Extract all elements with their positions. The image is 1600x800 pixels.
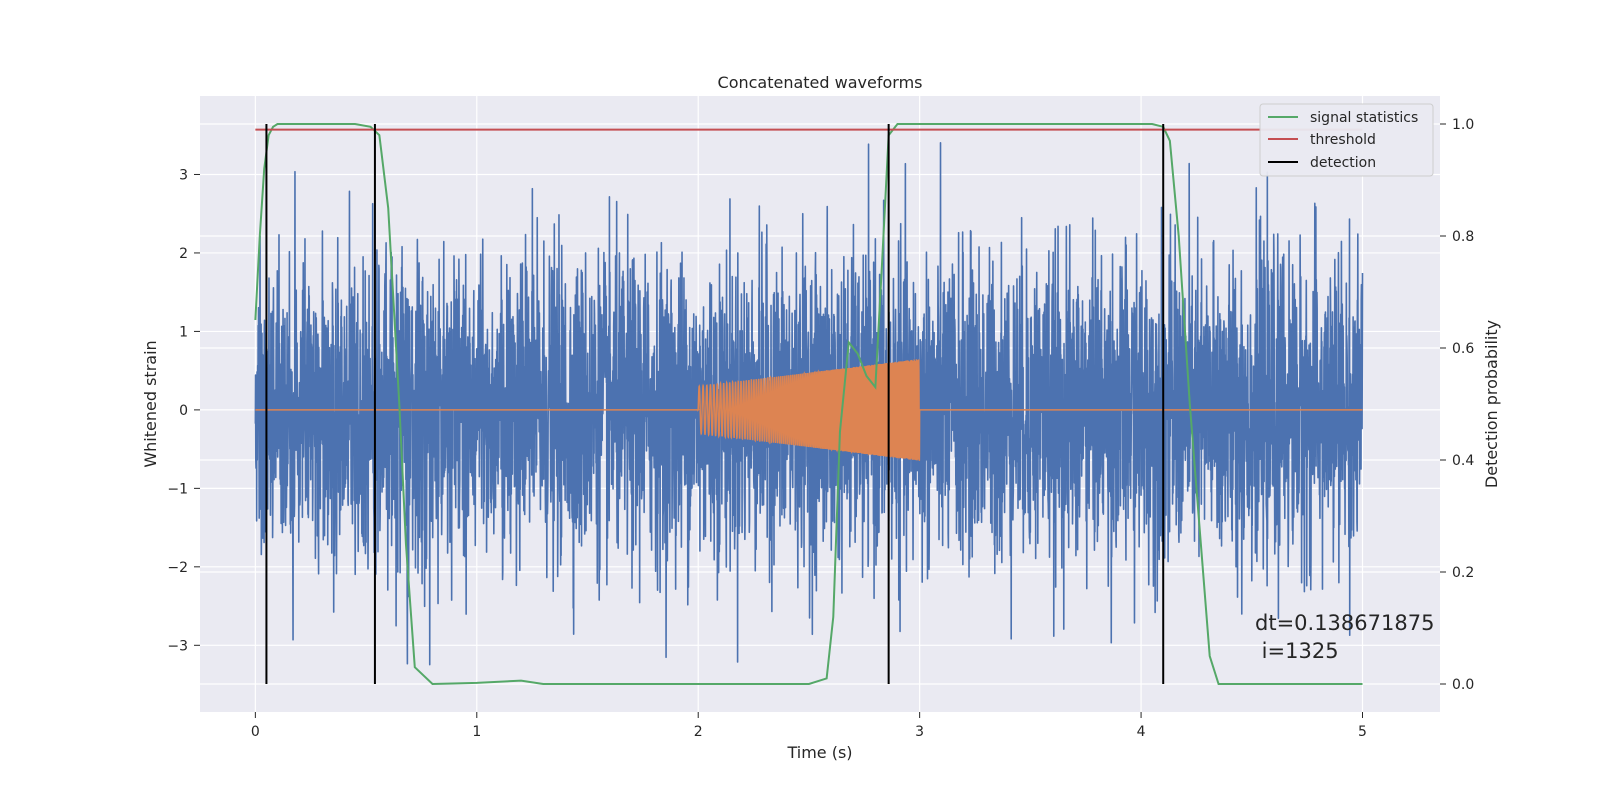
legend: signal statistics threshold detection <box>1259 103 1434 177</box>
x-tick-label: 2 <box>694 724 703 740</box>
x-tick-label: 4 <box>1137 724 1146 740</box>
y-tick-label-right: 1.0 <box>1452 117 1474 133</box>
x-tick-label: 3 <box>915 724 924 740</box>
y-axis-label-right: Detection probability <box>1482 320 1501 488</box>
x-axis-label: Time (s) <box>786 743 852 762</box>
y-axis-label-left: Whitened strain <box>141 340 160 467</box>
legend-box <box>1259 103 1434 177</box>
ticks: 0 1 2 3 4 5 −3 −2 −1 0 1 2 3 0.0 0.2 0.4 0.6 0.8 1.0 <box>167 117 1474 740</box>
chart-title: Concatenated waveforms <box>718 73 923 92</box>
x-tick-label: 0 <box>251 724 260 740</box>
annotation-i: i=1325 <box>1255 639 1339 663</box>
noise-series <box>254 141 1364 666</box>
legend-label-detection: detection <box>1310 155 1376 171</box>
x-tick-label: 1 <box>472 724 481 740</box>
y-tick-label-left: −2 <box>167 560 188 576</box>
y-tick-label-left: −3 <box>167 638 188 654</box>
y-tick-label-left: 0 <box>179 403 188 419</box>
y-tick-label-left: −1 <box>167 481 188 497</box>
x-tick-label: 5 <box>1358 724 1367 740</box>
legend-label-threshold: threshold <box>1310 132 1376 148</box>
annotation-dt: dt=0.138671875 <box>1255 611 1434 635</box>
series-layer <box>254 123 1364 686</box>
y-tick-label-right: 0.4 <box>1452 453 1474 469</box>
signal-statistics-series <box>254 123 1363 686</box>
y-tick-label-left: 3 <box>179 167 188 183</box>
y-tick-label-right: 0.0 <box>1452 677 1474 693</box>
y-tick-label-right: 0.6 <box>1452 341 1474 357</box>
y-tick-label-right: 0.8 <box>1452 229 1474 245</box>
y-tick-label-right: 0.2 <box>1452 565 1474 581</box>
legend-label-signal-statistics: signal statistics <box>1310 110 1418 126</box>
y-tick-label-left: 1 <box>179 324 188 340</box>
y-tick-label-left: 2 <box>179 246 188 262</box>
injected-signal-series <box>255 359 1363 461</box>
